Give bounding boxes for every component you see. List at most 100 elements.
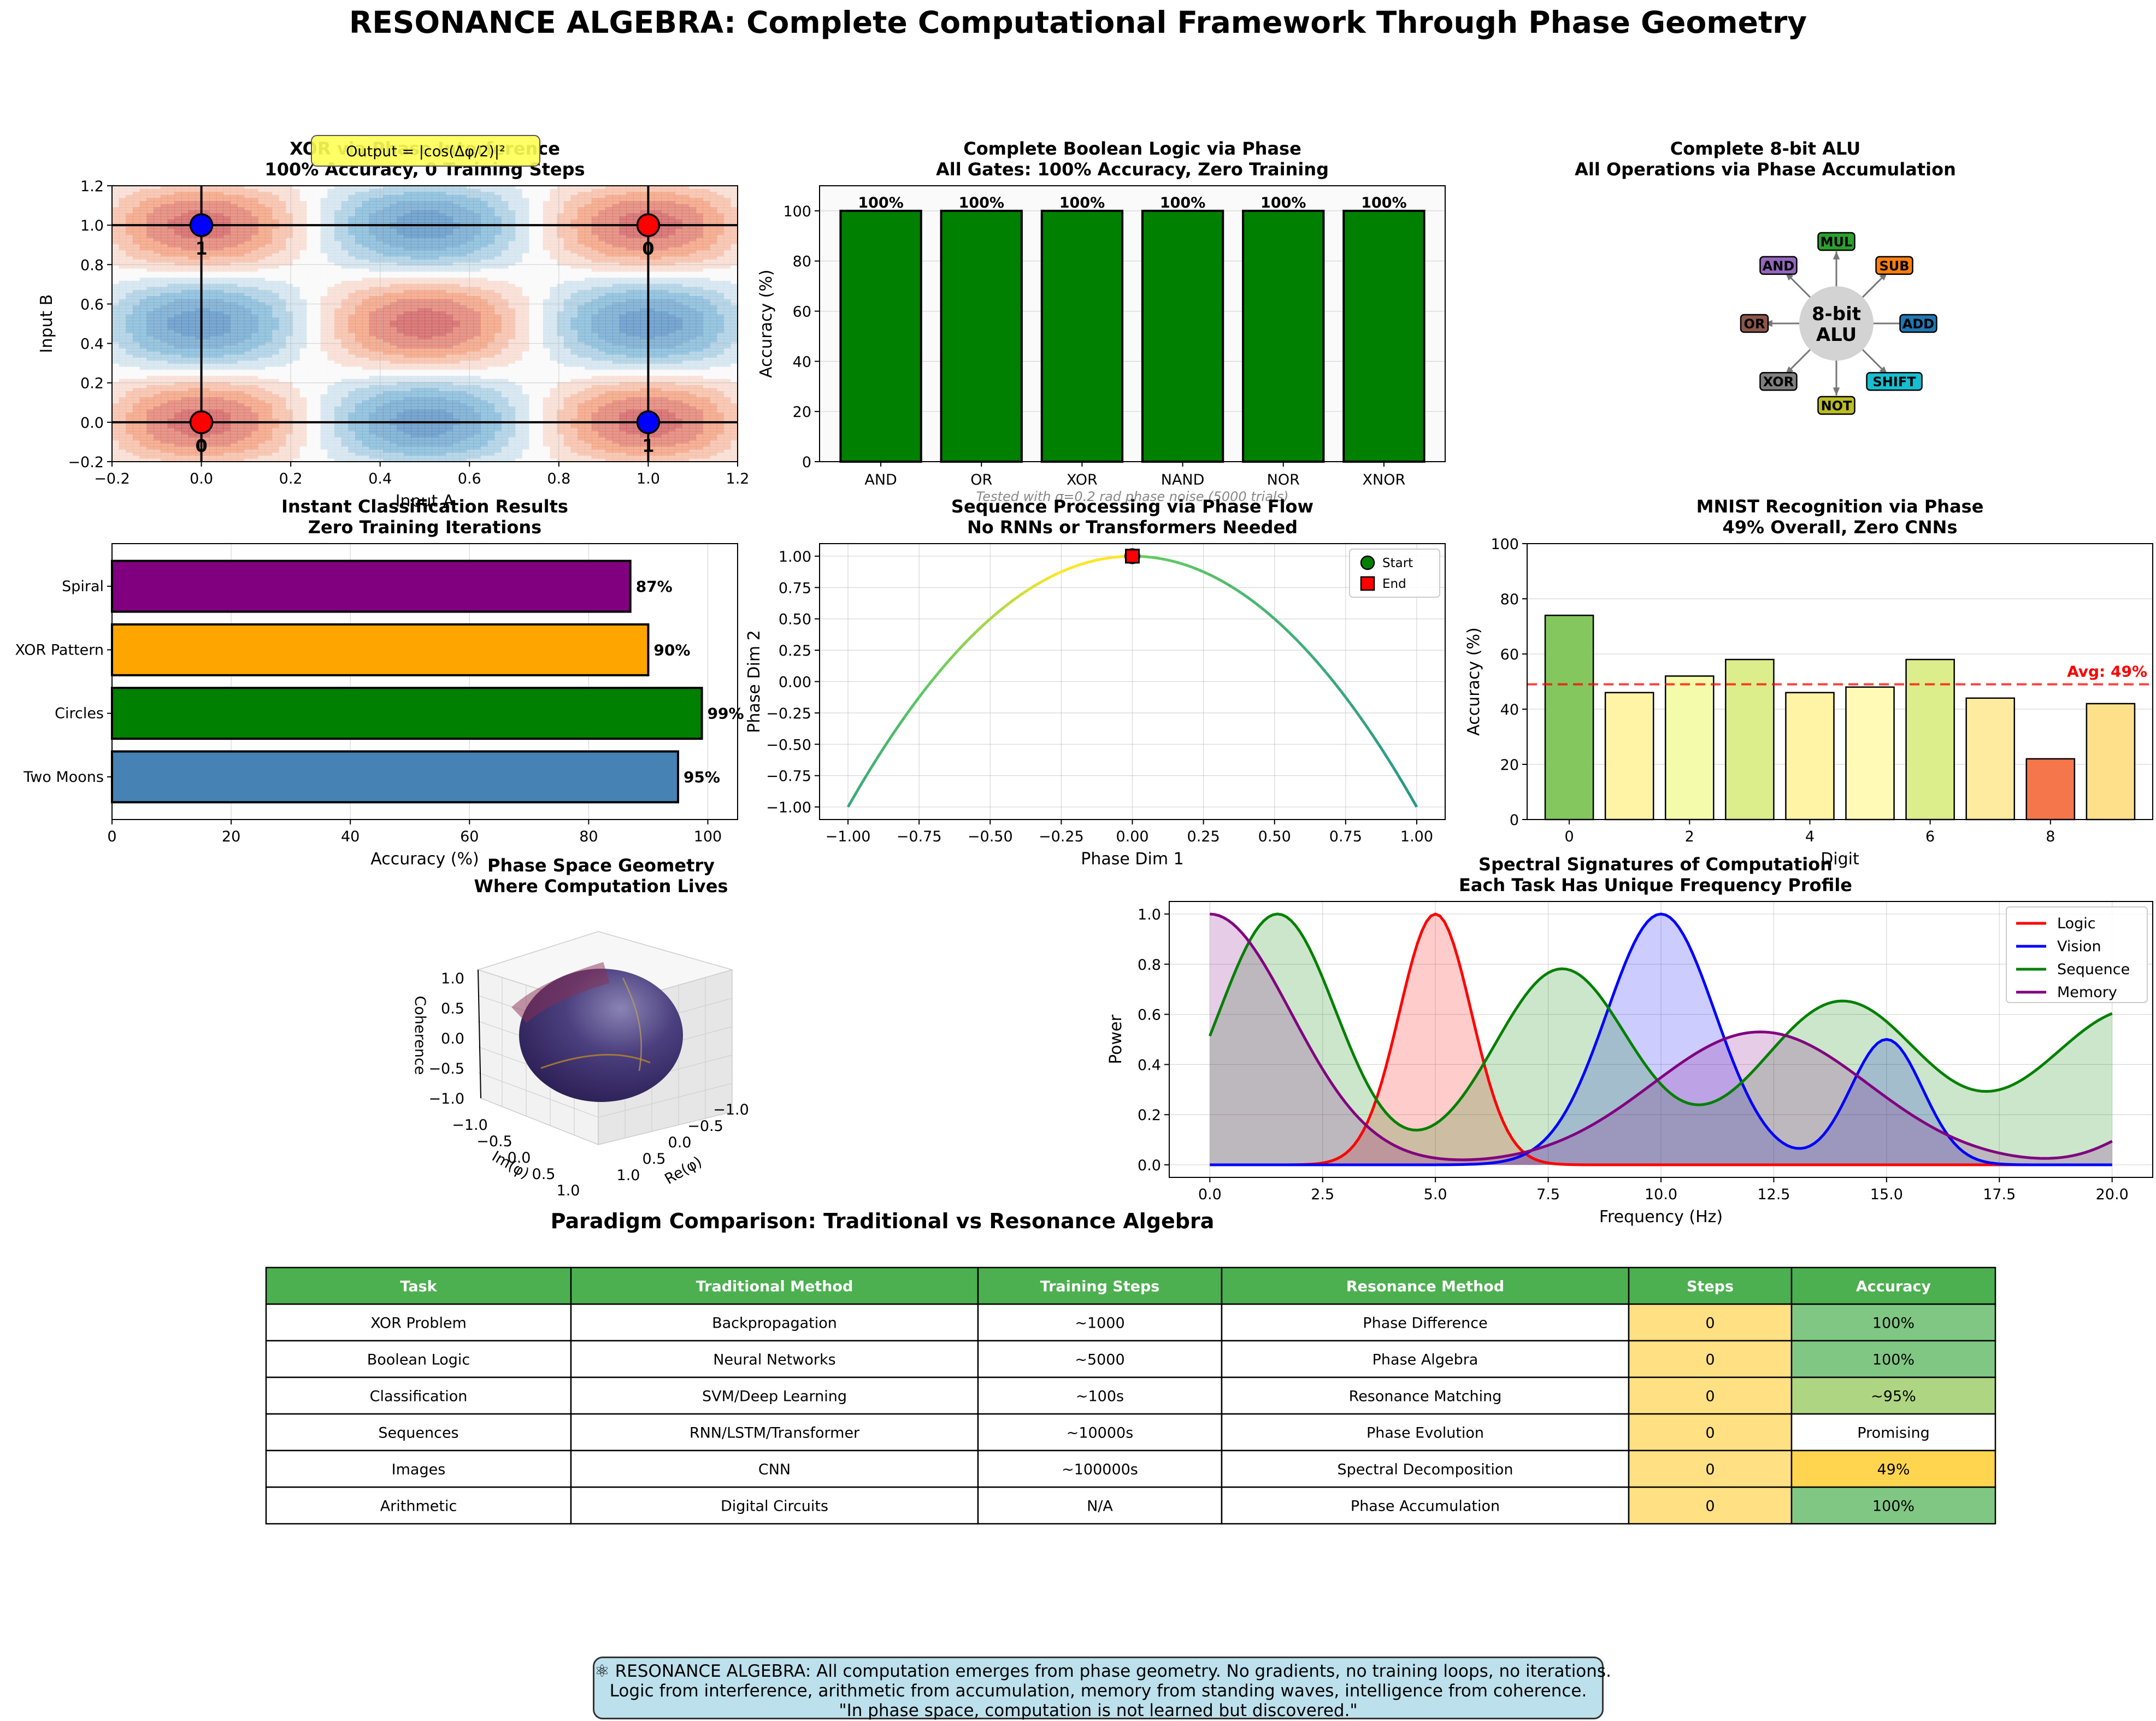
contour-cell: [258, 360, 266, 364]
contour-cell: [292, 329, 301, 333]
contour-cell: [438, 308, 446, 312]
contour-cell: [460, 388, 467, 392]
contour-cell: [181, 323, 189, 327]
contour-cell: [452, 314, 460, 318]
contour-cell: [139, 425, 148, 428]
contour-cell: [404, 320, 411, 325]
contour-cell: [237, 278, 245, 281]
contour-cell: [112, 367, 120, 370]
contour-cell: [460, 449, 467, 453]
contour-cell: [460, 216, 467, 220]
contour-cell: [279, 367, 286, 370]
contour-cell: [320, 391, 328, 395]
contour-cell: [369, 354, 377, 358]
contour-cell: [460, 342, 467, 346]
contour-cell: [452, 186, 460, 190]
contour-cell: [167, 440, 175, 444]
contour-cell: [112, 219, 120, 223]
contour-cell: [181, 272, 189, 275]
contour-cell: [264, 345, 273, 349]
contour-cell: [452, 382, 460, 386]
contour-cell: [307, 367, 314, 370]
contour-cell: [390, 308, 398, 312]
contour-cell: [404, 428, 411, 432]
contour-cell: [494, 216, 502, 220]
contour-cell: [112, 400, 120, 404]
contour-cell: [202, 320, 210, 325]
contour-cell: [264, 225, 273, 229]
contour-cell: [161, 262, 168, 266]
contour-cell: [473, 379, 481, 382]
contour-cell: [313, 434, 321, 438]
contour-cell: [146, 232, 154, 235]
contour-cell: [126, 412, 133, 416]
contour-cell: [146, 195, 154, 199]
contour-cell: [445, 207, 453, 211]
contour-cell: [376, 192, 384, 196]
contour-cell: [146, 192, 154, 196]
contour-cell: [376, 351, 384, 355]
contour-cell: [188, 431, 196, 435]
contour-cell: [452, 394, 460, 398]
contour-cell: [473, 278, 481, 281]
contour-cell: [161, 210, 168, 214]
contour-cell: [425, 308, 432, 312]
contour-cell: [216, 320, 224, 325]
contour-cell: [167, 293, 175, 297]
contour-cell: [348, 241, 356, 245]
contour-cell: [355, 293, 363, 297]
contour-cell: [348, 234, 356, 238]
contour-cell: [487, 308, 495, 312]
contour-cell: [355, 296, 363, 300]
contour-cell: [167, 425, 175, 428]
contour-cell: [167, 431, 175, 435]
contour-cell: [258, 342, 266, 346]
contour-cell: [307, 311, 314, 315]
contour-cell: [139, 299, 148, 303]
contour-cell: [299, 375, 307, 380]
contour-cell: [181, 296, 189, 300]
contour-cell: [223, 345, 231, 349]
contour-cell: [223, 234, 231, 238]
contour-cell: [237, 360, 245, 364]
contour-cell: [432, 373, 439, 376]
contour-cell: [320, 299, 328, 303]
contour-cell: [355, 265, 363, 269]
contour-cell: [126, 299, 133, 303]
contour-cell: [432, 409, 439, 413]
contour-cell: [452, 278, 460, 281]
contour-cell: [473, 323, 481, 327]
contour-cell: [320, 250, 328, 254]
contour-cell: [348, 253, 356, 257]
contour-cell: [480, 314, 488, 318]
contour-cell: [112, 234, 120, 238]
contour-cell: [119, 409, 127, 413]
contour-cell: [237, 253, 245, 257]
contour-cell: [473, 345, 481, 349]
contour-cell: [258, 308, 266, 312]
contour-cell: [209, 201, 217, 205]
contour-cell: [432, 207, 439, 211]
contour-cell: [279, 247, 286, 251]
contour-cell: [112, 382, 120, 386]
contour-cell: [369, 425, 377, 428]
contour-cell: [251, 327, 258, 331]
contour-cell: [417, 314, 426, 318]
contour-cell: [307, 373, 314, 376]
contour-cell: [146, 244, 154, 247]
contour-cell: [181, 458, 189, 462]
contour-cell: [390, 375, 398, 380]
contour-cell: [327, 280, 335, 285]
contour-cell: [460, 415, 467, 420]
contour-cell: [390, 213, 398, 217]
contour-cell: [133, 284, 140, 287]
contour-cell: [376, 440, 384, 444]
contour-cell: [487, 375, 495, 380]
contour-cell: [244, 329, 252, 333]
contour-cell: [411, 287, 419, 291]
contour-cell: [146, 234, 154, 238]
contour-cell: [161, 272, 168, 275]
contour-cell: [369, 305, 377, 309]
contour-cell: [432, 225, 439, 229]
contour-cell: [327, 382, 335, 386]
